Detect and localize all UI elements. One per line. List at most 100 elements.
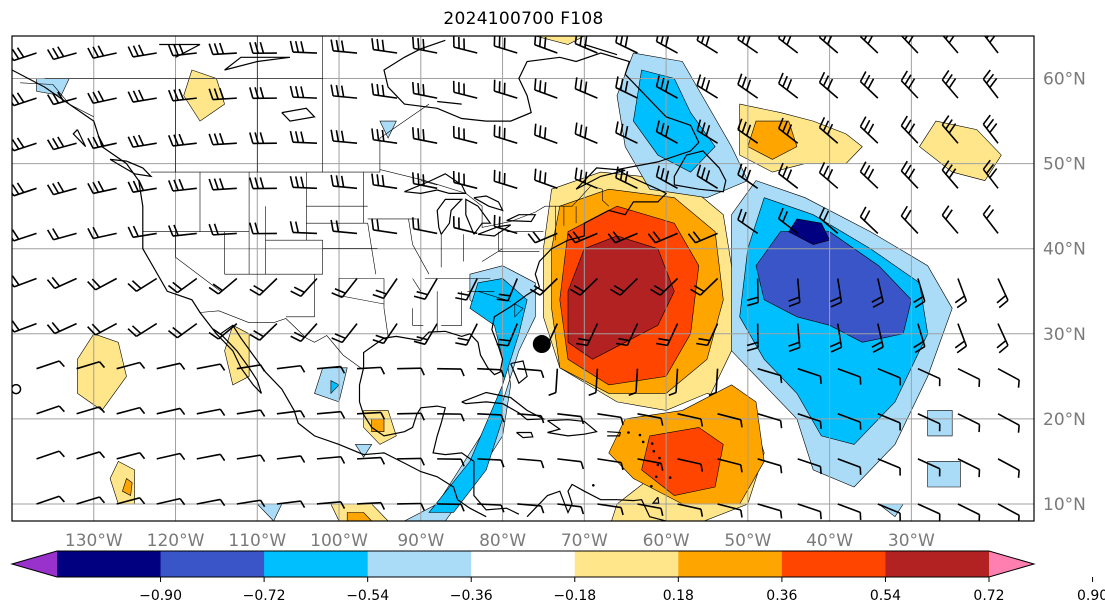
coastline-segment: [510, 360, 528, 385]
wind-barb: [455, 278, 478, 301]
wind-barb: [777, 162, 799, 189]
wind-barb: [87, 226, 117, 240]
wind-barb: [127, 44, 157, 58]
wind-barb: [356, 366, 386, 375]
wind-barb: [289, 40, 317, 54]
colorbar-tick-label: −0.36: [450, 588, 493, 604]
wind-barb: [276, 455, 306, 463]
wind-barb: [900, 36, 919, 54]
longitude-label: 90°W: [397, 531, 444, 551]
wind-barb: [609, 277, 639, 296]
wind-barb: [493, 36, 518, 54]
wind-barb: [941, 160, 959, 189]
longitude-label: 30°W: [888, 531, 935, 551]
wind-barb: [116, 497, 146, 505]
wind-barb: [412, 217, 438, 235]
wind-barb: [569, 277, 598, 296]
wind-barb: [797, 413, 822, 430]
wind-barb: [76, 406, 106, 415]
wind-barb: [452, 125, 478, 144]
island-dot: [652, 449, 656, 453]
wind-barb: [900, 115, 919, 144]
wind-barb: [127, 277, 158, 292]
wind-barb: [997, 503, 1020, 521]
wind-barb: [371, 173, 398, 190]
latitude-label: 30°N: [1043, 325, 1086, 345]
wind-barb: [356, 411, 386, 420]
wind-barb: [533, 78, 558, 99]
border-segment: [285, 274, 315, 318]
wind-barb: [196, 498, 226, 507]
wind-barb: [12, 137, 37, 152]
border-segment: [379, 103, 430, 170]
wind-barb: [208, 178, 237, 191]
wind-barb: [655, 36, 678, 54]
wind-barb: [797, 503, 822, 520]
wind-barb: [156, 362, 186, 370]
wind-barb: [127, 225, 157, 239]
wind-barb: [982, 69, 999, 99]
wind-barb: [208, 223, 237, 236]
island-dot: [656, 463, 660, 467]
wind-barb: [289, 130, 317, 145]
wind-barb: [818, 71, 839, 99]
coastline-segment: [575, 167, 626, 190]
longitude-label: 120°W: [147, 531, 205, 551]
wind-barb: [656, 323, 679, 347]
wind-barbs: [12, 36, 1020, 521]
coastline-segment: [651, 496, 660, 504]
wind-barb: [76, 360, 106, 370]
colorbar-min-extension: [12, 551, 57, 577]
island-dot: [592, 483, 595, 487]
wind-barb: [76, 451, 106, 460]
wind-barb: [696, 164, 719, 189]
longitude-label: 130°W: [65, 531, 123, 551]
wind-barb: [777, 117, 799, 144]
wind-barb: [316, 410, 346, 419]
wind-barb: [957, 367, 981, 387]
colorbar-segment: [781, 551, 886, 577]
wind-barb: [413, 323, 438, 346]
wind-barb: [746, 278, 759, 307]
wind-barb: [574, 122, 598, 144]
wind-barb: [557, 412, 585, 425]
wind-barb: [167, 133, 197, 147]
coastline-segment: [436, 198, 464, 235]
wind-barb: [900, 70, 919, 99]
wind-barb: [452, 36, 478, 54]
wind-barb: [917, 413, 941, 432]
wind-barb: [829, 278, 843, 308]
wind-barb: [788, 323, 801, 353]
wind-barb: [615, 121, 638, 144]
wind-barb: [236, 409, 266, 417]
wind-barb: [493, 169, 518, 190]
wind-barb: [127, 322, 158, 338]
wind-barb: [567, 231, 598, 244]
wind-barb: [397, 412, 425, 421]
wind-barb: [859, 116, 879, 144]
wind-barb: [477, 367, 505, 378]
wind-barb: [316, 365, 346, 374]
wind-barb: [941, 70, 959, 99]
wind-barb: [982, 114, 999, 144]
wind-barb: [412, 36, 438, 54]
wind-barb: [818, 36, 839, 54]
wind-barb: [717, 458, 743, 473]
wind-barb: [249, 132, 277, 145]
wind-barb: [116, 361, 146, 370]
wind-barb: [597, 458, 624, 471]
wind-barb: [696, 119, 719, 144]
wind-barb: [196, 363, 226, 371]
wind-barb: [397, 367, 425, 376]
wind-barb: [372, 278, 398, 300]
latitude-label: 40°N: [1043, 240, 1086, 260]
wind-barb: [276, 364, 306, 373]
wind-barb: [677, 503, 704, 517]
small-negatives-region: [354, 444, 373, 458]
wind-barb: [746, 323, 759, 352]
wind-barb: [588, 368, 599, 396]
wind-barb: [900, 160, 919, 189]
coastline-segment: [72, 129, 87, 148]
wind-barb: [859, 206, 879, 234]
